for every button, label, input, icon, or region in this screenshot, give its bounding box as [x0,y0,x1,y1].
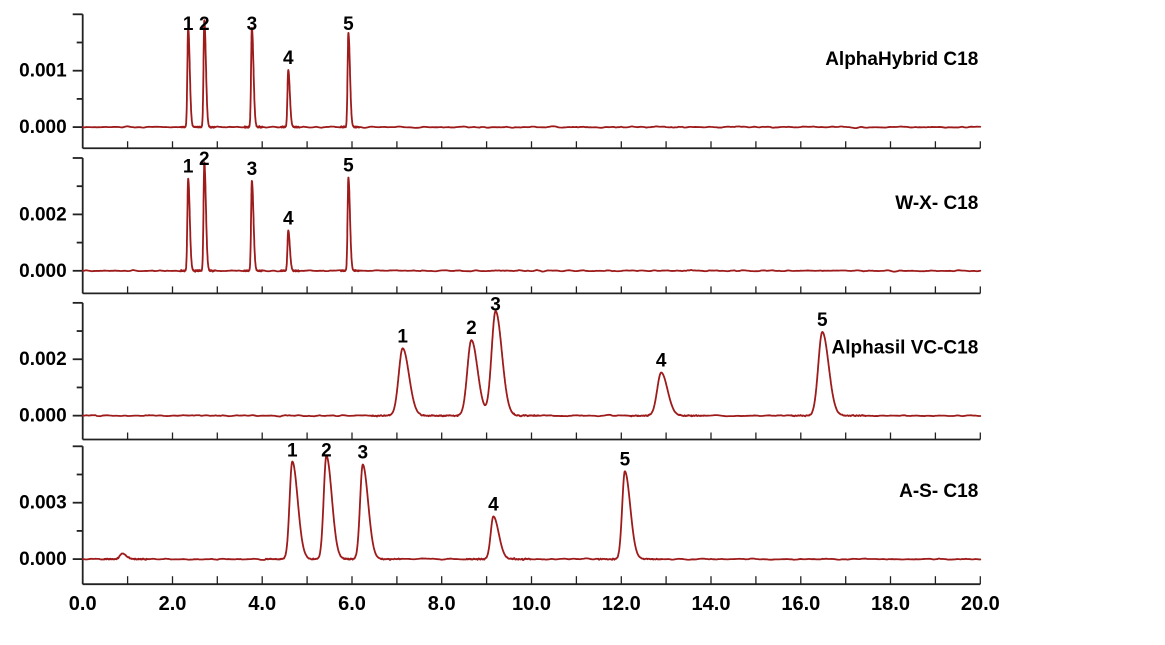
svg-text:20.0: 20.0 [961,593,1000,615]
svg-text:10.0: 10.0 [512,593,551,615]
svg-text:18.0: 18.0 [871,593,910,615]
svg-text:4: 4 [283,208,294,229]
svg-text:2: 2 [199,149,210,170]
svg-text:0.003: 0.003 [19,493,67,514]
svg-text:0.000: 0.000 [19,261,67,282]
svg-text:2: 2 [466,318,477,339]
svg-text:3: 3 [358,443,369,464]
svg-text:W-X- C18: W-X- C18 [895,193,978,214]
svg-text:0.0: 0.0 [69,593,97,615]
svg-text:0.000: 0.000 [19,117,67,138]
svg-text:2: 2 [199,14,210,35]
svg-text:12.0: 12.0 [602,593,641,615]
svg-text:1: 1 [287,441,298,462]
svg-text:16.0: 16.0 [781,593,820,615]
svg-text:4: 4 [656,351,667,372]
svg-text:1: 1 [397,326,408,347]
svg-text:AlphaHybrid C18: AlphaHybrid C18 [825,49,978,70]
svg-text:1: 1 [183,157,194,178]
svg-text:5: 5 [817,310,828,331]
svg-text:14.0: 14.0 [692,593,731,615]
svg-text:5: 5 [620,449,631,470]
svg-text:4: 4 [488,494,499,515]
svg-text:0.002: 0.002 [19,349,67,370]
svg-text:A-S- C18: A-S- C18 [899,481,978,502]
svg-text:0.002: 0.002 [19,204,67,225]
svg-text:0.000: 0.000 [19,406,67,427]
svg-text:2.0: 2.0 [159,593,187,615]
svg-text:3: 3 [490,294,501,315]
svg-text:5: 5 [343,14,354,35]
svg-text:Alphasil VC-C18: Alphasil VC-C18 [832,338,979,359]
svg-text:3: 3 [247,159,258,180]
svg-text:4: 4 [283,48,294,69]
svg-text:3: 3 [247,14,258,35]
svg-text:8.0: 8.0 [428,593,456,615]
svg-text:2: 2 [321,441,332,462]
svg-text:5: 5 [343,156,354,177]
svg-text:6.0: 6.0 [338,593,366,615]
svg-text:1: 1 [183,14,194,35]
svg-text:4.0: 4.0 [248,593,276,615]
svg-text:0.000: 0.000 [19,549,67,570]
svg-text:0.001: 0.001 [19,61,67,82]
